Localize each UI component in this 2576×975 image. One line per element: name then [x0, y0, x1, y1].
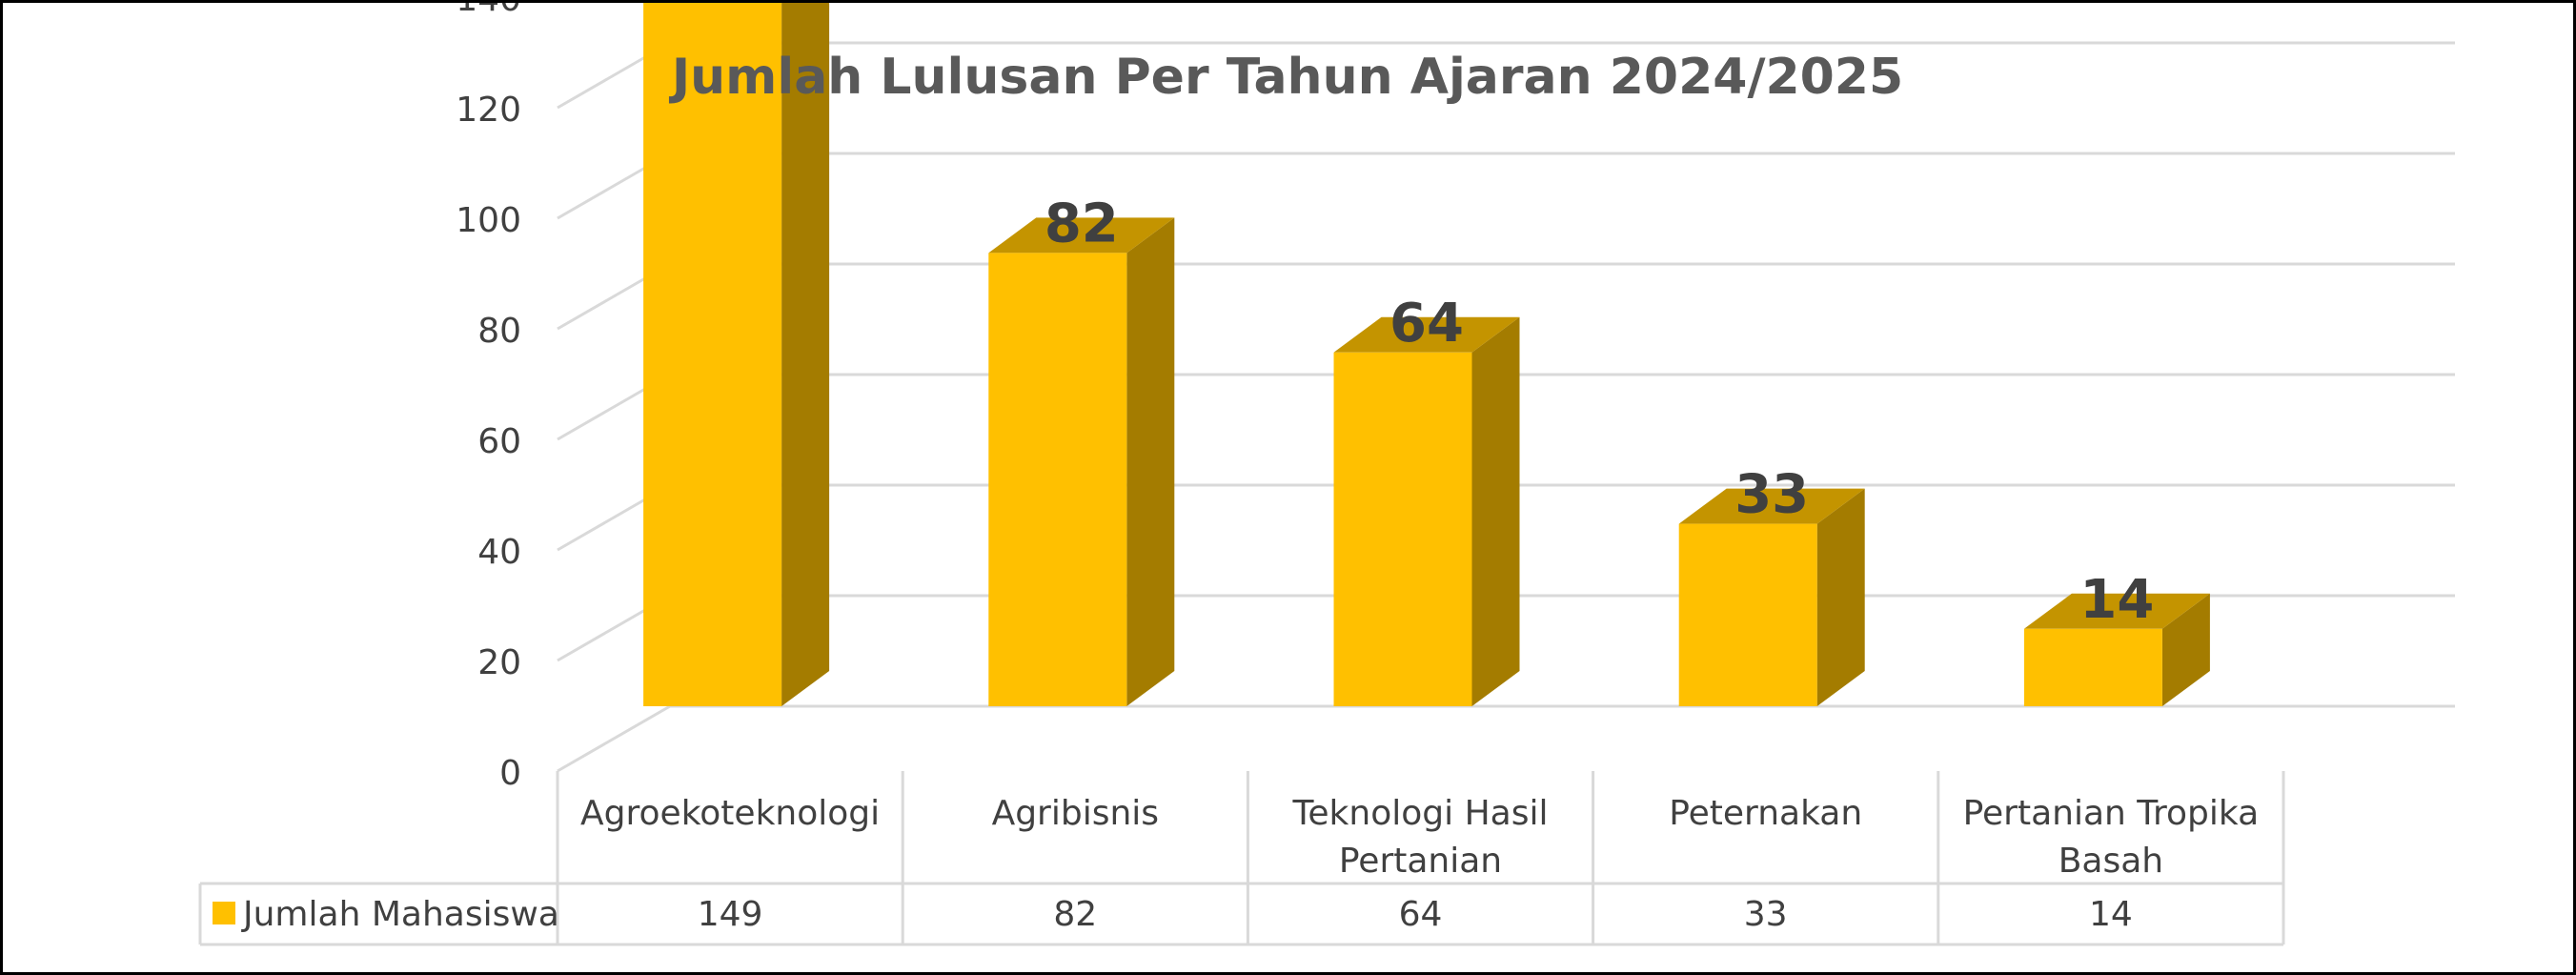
bar-chart: 020406080100120140160 Jumlah MahasiswaAg…	[198, 3, 2455, 946]
y-tick-label: 120	[456, 91, 521, 130]
bar	[1678, 523, 1817, 706]
y-tick-label: 140	[456, 3, 521, 19]
bar	[2023, 628, 2162, 706]
bar-value-label: 82	[1045, 193, 1119, 254]
y-tick-label: 20	[477, 643, 521, 682]
y-tick-label: 100	[456, 201, 521, 240]
table-value: 14	[2089, 895, 2133, 934]
bar-top	[1333, 316, 1520, 353]
category-label: Agribisnis	[992, 794, 1159, 833]
bar-value-label: 33	[1734, 464, 1809, 526]
bar-side	[1126, 217, 1175, 706]
y-tick-label: 60	[477, 422, 521, 461]
bar-top	[2023, 593, 2210, 629]
y-tick-label: 0	[499, 754, 521, 793]
bars-layer: 14982643314	[643, 3, 2210, 707]
y-tick-label: 80	[477, 312, 521, 351]
bar-side	[1816, 488, 1865, 706]
bar-top	[1678, 488, 1865, 524]
category-label: Pertanian	[1339, 842, 1502, 881]
table-value: 33	[1744, 895, 1788, 934]
category-label: Basah	[2059, 842, 2163, 881]
data-table: Jumlah Mahasiswa Agroekoteknologi 149 Agrib…	[198, 771, 2285, 946]
bar	[1333, 352, 1472, 706]
bar-value-label: 14	[2079, 569, 2154, 631]
chart-title: Jumlah Lulusan Per Tahun Ajaran 2024/202…	[669, 49, 1903, 106]
bar	[988, 253, 1127, 706]
legend-key	[213, 902, 235, 924]
table-value: 149	[698, 895, 763, 934]
gridline-side	[557, 704, 671, 773]
y-tick-label: 40	[477, 533, 521, 572]
category-label: Peternakan	[1669, 794, 1862, 833]
bar-top	[988, 217, 1175, 254]
table-value: 64	[1399, 895, 1443, 934]
legend-label: Jumlah Mahasiswa	[241, 895, 559, 934]
category-label: Teknologi Hasil	[1292, 794, 1549, 833]
bar-value-label: 64	[1389, 293, 1464, 355]
bar-side	[1471, 316, 1520, 706]
category-label: Agroekoteknologi	[580, 794, 880, 833]
bar-side	[781, 3, 830, 706]
table-value: 82	[1053, 895, 1097, 934]
bar	[643, 3, 782, 707]
bar-side	[2161, 593, 2210, 706]
category-label: Pertanian Tropika	[1963, 794, 2260, 833]
